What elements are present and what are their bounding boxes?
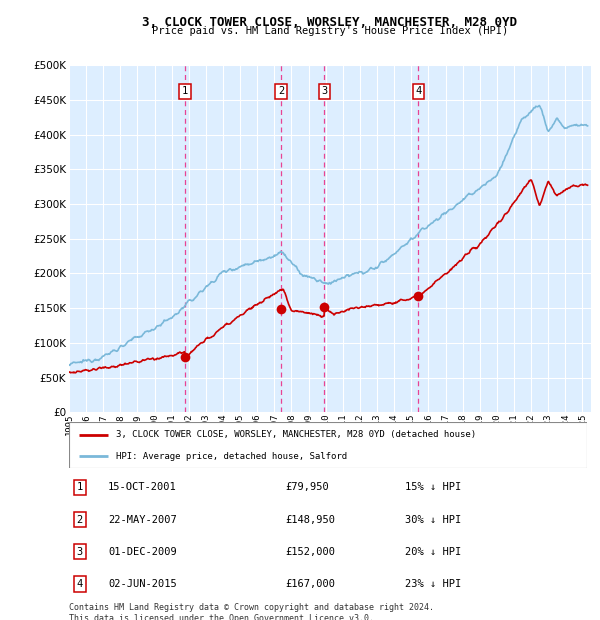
Text: £152,000: £152,000 <box>285 547 335 557</box>
Text: 1: 1 <box>182 86 188 97</box>
Text: 1: 1 <box>77 482 83 492</box>
Text: 20% ↓ HPI: 20% ↓ HPI <box>405 547 461 557</box>
Text: 22-MAY-2007: 22-MAY-2007 <box>108 515 177 525</box>
Text: 4: 4 <box>77 579 83 589</box>
Text: £167,000: £167,000 <box>285 579 335 589</box>
Text: 15% ↓ HPI: 15% ↓ HPI <box>405 482 461 492</box>
Text: 2: 2 <box>77 515 83 525</box>
Text: 3, CLOCK TOWER CLOSE, WORSLEY, MANCHESTER, M28 0YD: 3, CLOCK TOWER CLOSE, WORSLEY, MANCHESTE… <box>143 16 517 29</box>
Text: £148,950: £148,950 <box>285 515 335 525</box>
Text: 4: 4 <box>415 86 422 97</box>
Text: 3: 3 <box>321 86 328 97</box>
Text: Price paid vs. HM Land Registry's House Price Index (HPI): Price paid vs. HM Land Registry's House … <box>152 26 508 36</box>
Text: 3, CLOCK TOWER CLOSE, WORSLEY, MANCHESTER, M28 0YD (detached house): 3, CLOCK TOWER CLOSE, WORSLEY, MANCHESTE… <box>116 430 476 439</box>
Text: 02-JUN-2015: 02-JUN-2015 <box>108 579 177 589</box>
Text: Contains HM Land Registry data © Crown copyright and database right 2024.
This d: Contains HM Land Registry data © Crown c… <box>69 603 434 620</box>
Text: £79,950: £79,950 <box>285 482 329 492</box>
Text: 30% ↓ HPI: 30% ↓ HPI <box>405 515 461 525</box>
Text: 2: 2 <box>278 86 284 97</box>
Text: HPI: Average price, detached house, Salford: HPI: Average price, detached house, Salf… <box>116 451 347 461</box>
Text: 23% ↓ HPI: 23% ↓ HPI <box>405 579 461 589</box>
Text: 01-DEC-2009: 01-DEC-2009 <box>108 547 177 557</box>
Text: 3: 3 <box>77 547 83 557</box>
Text: 15-OCT-2001: 15-OCT-2001 <box>108 482 177 492</box>
